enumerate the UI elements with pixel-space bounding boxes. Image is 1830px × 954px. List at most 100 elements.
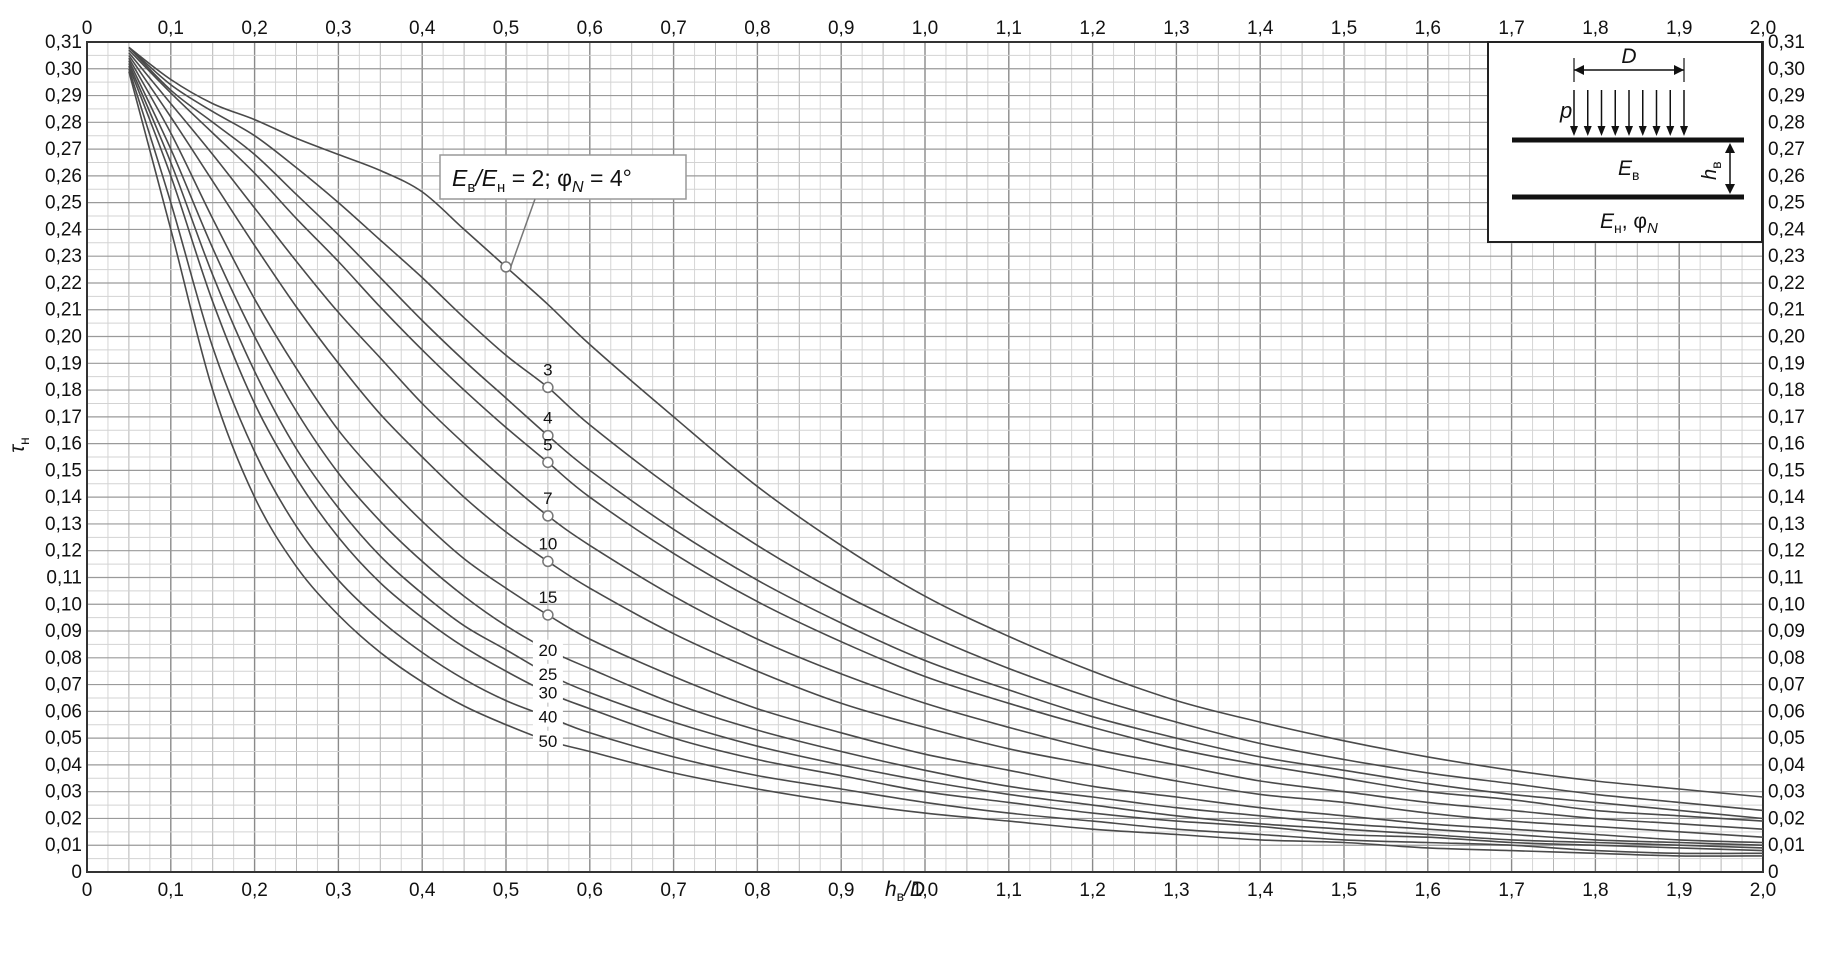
y-tick-label-right: 0,22 [1768,273,1805,294]
y-tick-label-right: 0,20 [1768,327,1805,348]
svg-text:D: D [1621,45,1636,68]
y-tick-label: 0,21 [45,300,82,321]
y-tick-label-right: 0,05 [1768,728,1805,749]
series-line-15 [128,57,1764,844]
series-label-7: 7 [543,489,552,508]
y-tick-label-right: 0,28 [1768,112,1805,133]
y-tick-label: 0,07 [45,675,82,696]
inset-diagram: D p Eв hв Eн, φN [1487,41,1763,243]
x-tick-label-top: 0,7 [660,18,686,39]
x-tick-label-top: 1,2 [1079,18,1105,39]
y-tick-label: 0,19 [45,353,82,374]
ratio-annotation: Eв/Eн = 2; φN = 4° [439,154,687,270]
x-axis-title: hв/D [885,878,925,904]
series-marker-7 [542,510,554,522]
y-tick-label-right: 0,11 [1768,567,1804,588]
y-tick-label-right: 0,04 [1768,755,1805,776]
y-tick-label: 0,25 [45,193,82,214]
curves [128,46,1764,857]
y-tick-label: 0,16 [45,434,82,455]
y-tick-label-right: 0,06 [1768,701,1805,722]
series-line-50 [128,71,1764,857]
y-tick-label-right: 0,23 [1768,246,1805,267]
svg-text:Eв: Eв [1618,157,1639,183]
series-label-bg [532,706,563,727]
y-tick-label: 0 [71,862,82,883]
y-tick-label: 0,23 [45,246,82,267]
y-tick-label-right: 0,17 [1768,407,1805,428]
x-tick-label-top: 1,9 [1666,18,1692,39]
x-tick-label-top: 0,2 [241,18,267,39]
y-tick-label-right: 0,18 [1768,380,1805,401]
load-arrowhead [1597,126,1606,136]
series-line-10 [128,54,1764,838]
y-tick-label: 0,11 [46,567,82,588]
series-label-bg [532,639,563,660]
y-tick-label-right: 0,13 [1768,514,1805,535]
x-tick-label: 1,7 [1498,880,1524,901]
series-marker-5 [542,456,554,469]
series-line-25 [128,63,1764,849]
y-axis-title: τн [6,437,32,453]
y-tick-label: 0,08 [45,648,82,669]
x-tick-label: 0,5 [493,880,519,901]
series-line-20 [128,60,1764,846]
series-label-25: 25 [538,665,557,684]
y-tick-label: 0,01 [45,835,82,856]
y-tick-label-right: 0,24 [1768,219,1805,240]
y-tick-label: 0,20 [45,327,82,348]
y-tick-label-right: 0,02 [1768,808,1805,829]
series-label-15: 15 [538,588,557,607]
y-tick-label-right: 0,16 [1768,434,1805,455]
x-tick-label: 0,7 [660,880,686,901]
x-tick-label: 1,9 [1666,880,1692,901]
series-line-5 [128,49,1764,822]
y-tick-label-right: 0,29 [1768,86,1805,107]
y-tick-label-right: 0,10 [1768,594,1805,615]
ticks: 000,10,10,20,20,30,30,40,40,50,50,60,60,… [45,18,1805,901]
y-tick-label: 0,28 [45,112,82,133]
x-tick-label: 0 [82,880,93,901]
svg-text:Eв/Eн = 2; φN = 4°: Eв/Eн = 2; φN = 4° [452,165,632,196]
series-line-3 [128,46,1764,812]
y-tick-label-right: 0,14 [1768,487,1805,508]
load-arrowhead [1625,126,1633,136]
x-tick-label: 2,0 [1750,880,1776,901]
y-tick-label: 0,03 [45,782,82,803]
y-tick-label: 0,31 [45,32,82,53]
y-tick-label-right: 0,27 [1768,139,1805,160]
series-label-40: 40 [538,708,557,727]
y-tick-label-right: 0,21 [1768,300,1805,321]
y-tick-label: 0,30 [45,59,82,80]
load-arrows [1570,90,1688,136]
series-label-bg [532,730,563,751]
x-tick-label: 0,8 [744,880,770,901]
series-label-bg [532,682,563,703]
series-marker-15 [542,609,554,621]
y-tick-label: 0,24 [45,219,82,240]
x-tick-label-top: 0,4 [409,18,436,39]
x-tick-label: 1,5 [1331,880,1357,901]
series-label-50: 50 [538,732,557,751]
y-tick-label-right: 0,07 [1768,675,1805,696]
plot-frame [86,41,1764,873]
y-tick-label-right: 0,15 [1768,460,1805,481]
x-tick-label-top: 1,6 [1415,18,1441,39]
x-tick-label-top: 1,4 [1247,18,1274,39]
x-tick-label: 1,0 [912,880,938,901]
series-line-7 [128,52,1764,830]
series-label-30: 30 [538,684,557,703]
y-tick-label: 0,12 [45,541,82,562]
x-tick-label-top: 1,3 [1163,18,1189,39]
x-tick-label-top: 1,7 [1498,18,1524,39]
y-tick-label: 0,13 [45,514,82,535]
y-tick-label: 0,15 [45,460,82,481]
series-label-4: 4 [543,409,552,428]
y-tick-label: 0,02 [45,808,82,829]
y-tick-label-right: 0,30 [1768,59,1805,80]
series-marker-10 [542,555,554,568]
x-tick-label-top: 1,1 [996,18,1022,39]
series-line-2 [128,46,1764,798]
